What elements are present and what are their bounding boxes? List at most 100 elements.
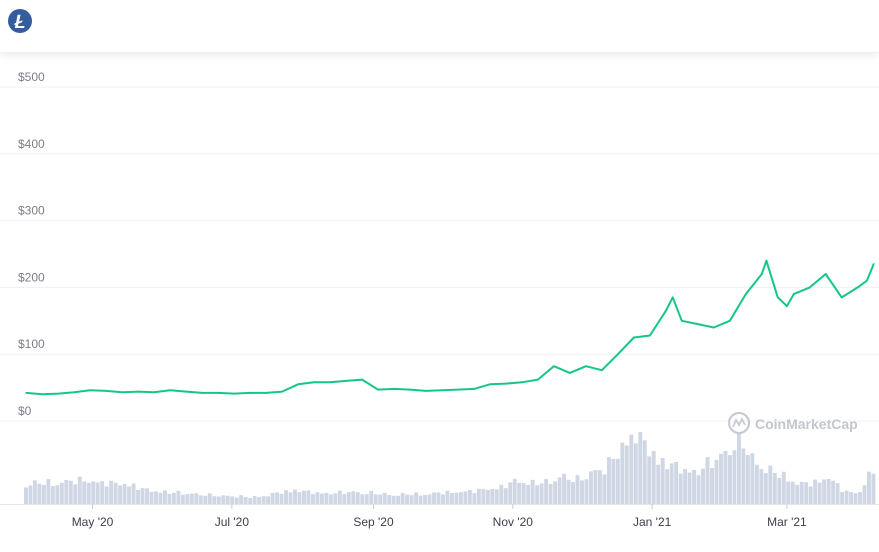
price-point	[872, 263, 875, 265]
volume-bar	[73, 484, 78, 504]
volume-bar	[808, 486, 813, 504]
volume-bar	[324, 492, 329, 504]
volume-bar	[360, 494, 365, 504]
volume-bar	[871, 473, 876, 504]
volume-bar	[620, 442, 625, 504]
volume-bar	[858, 491, 862, 504]
price-point	[671, 296, 674, 299]
volume-bar	[176, 490, 181, 504]
volume-bar	[28, 485, 33, 504]
volume-bar	[826, 478, 831, 504]
volume-bar	[24, 487, 28, 504]
volume-bar	[692, 469, 697, 504]
volume-bar	[423, 494, 427, 504]
volume-bar	[171, 492, 176, 504]
price-point	[217, 392, 220, 394]
volume-bar	[597, 470, 602, 504]
volume-bar	[418, 495, 423, 504]
price-point	[664, 309, 667, 312]
volume-bar	[485, 489, 490, 504]
volume-bar	[759, 469, 764, 504]
volume-bar	[355, 492, 360, 504]
volume-bar	[91, 481, 96, 504]
volume-bar	[651, 450, 656, 504]
volume-bar	[606, 457, 611, 504]
volume-bar	[391, 495, 396, 504]
volume-bar	[669, 463, 674, 504]
volume-bar	[835, 483, 840, 504]
volume-bar	[817, 482, 822, 504]
chart-grid	[0, 86, 879, 422]
price-point	[105, 390, 108, 392]
price-point	[728, 319, 731, 322]
volume-bar	[306, 490, 311, 504]
watermark-text: CoinMarketCap	[755, 416, 858, 432]
volume-bar	[593, 470, 598, 504]
volume-bar	[82, 481, 87, 504]
volume-bar	[302, 490, 306, 504]
price-point	[600, 369, 603, 372]
volume-bar	[602, 474, 607, 504]
volume-bar	[831, 480, 836, 504]
price-point	[840, 296, 843, 299]
x-tick-label: Sep '20	[353, 515, 394, 529]
volume-bar	[611, 458, 616, 504]
price-point	[776, 296, 779, 299]
volume-bar	[319, 493, 324, 504]
price-point	[249, 392, 252, 394]
price-point	[537, 378, 539, 381]
volume-bar	[154, 491, 158, 504]
price-point	[137, 390, 140, 393]
y-tick-label: $500	[18, 70, 45, 84]
volume-bar	[629, 434, 634, 504]
volume-bar	[790, 481, 795, 504]
price-point	[760, 273, 763, 275]
x-tick-label: May '20	[72, 515, 114, 529]
volume-bar	[288, 492, 293, 504]
volume-bar	[333, 493, 338, 504]
price-chart[interactable]: $0 $100 $200 $300 $400 $500 May '20 Jul '20 Sep…	[0, 52, 879, 552]
volume-bar	[696, 475, 701, 504]
volume-bar	[441, 494, 445, 504]
volume-bar	[867, 471, 871, 504]
price-point	[361, 378, 363, 381]
volume-bar	[853, 493, 858, 504]
litecoin-icon[interactable]	[8, 9, 32, 33]
price-point	[73, 391, 76, 394]
volume-bar	[46, 479, 51, 504]
price-point	[153, 391, 156, 394]
volume-bar	[351, 491, 356, 504]
volume-bar	[683, 469, 688, 504]
volume-bar	[284, 490, 288, 504]
volume-bar	[472, 493, 477, 504]
volume-bar	[728, 455, 732, 504]
price-point	[281, 390, 284, 393]
volume-bar	[544, 479, 549, 504]
volume-bar	[145, 488, 149, 504]
volume-bar	[342, 494, 347, 504]
volume-bar	[50, 486, 55, 504]
price-point	[377, 388, 379, 391]
volume-bars	[0, 432, 879, 505]
header-bar	[0, 0, 879, 53]
volume-bar	[140, 488, 145, 504]
volume-bar	[68, 480, 73, 504]
price-point	[425, 390, 427, 392]
volume-bar	[445, 490, 450, 504]
price-point	[57, 392, 60, 395]
volume-bar	[113, 482, 118, 504]
volume-bar	[203, 495, 208, 504]
volume-bar	[763, 473, 768, 504]
volume-bar	[710, 467, 714, 504]
volume-bar	[405, 494, 410, 504]
volume-bar	[158, 492, 163, 504]
volume-bar	[207, 493, 212, 504]
volume-bar	[252, 496, 257, 504]
volume-bar	[615, 458, 620, 504]
volume-bar	[741, 448, 746, 504]
volume-bar	[234, 497, 239, 504]
volume-bar	[427, 494, 432, 504]
volume-bar	[387, 495, 392, 504]
volume-bar	[364, 494, 369, 504]
volume-bar	[279, 493, 284, 504]
